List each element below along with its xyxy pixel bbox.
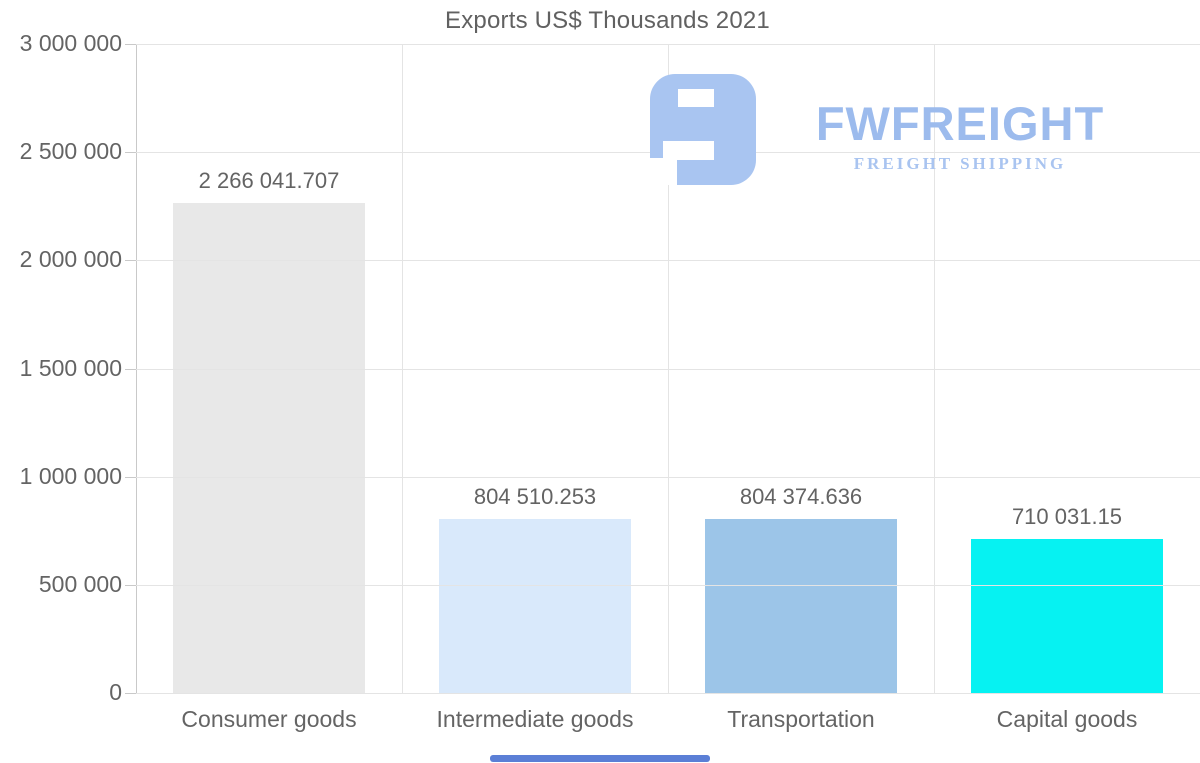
bar-value-label-transportation: 804 374.636 — [739, 484, 863, 509]
x-axis-label-consumer-goods: Consumer goods — [181, 706, 357, 732]
fwfreight-logo-icon — [650, 74, 756, 190]
x-axis-label-capital-goods: Capital goods — [996, 706, 1138, 732]
fwfreight-brand-text: FWFREIGHT — [815, 97, 1105, 150]
y-axis-tick-label: 1 000 000 — [19, 462, 122, 489]
y-gridline — [136, 693, 1200, 694]
y-axis-tick-label: 0 — [109, 679, 122, 705]
y-axis-tick-label: 2 000 000 — [19, 246, 122, 273]
y-gridline — [136, 44, 1200, 45]
y-axis-tick-label: 1 500 000 — [19, 354, 122, 381]
y-axis-tick — [125, 44, 136, 45]
bar-consumer-goods[interactable] — [173, 203, 365, 693]
y-gridline — [136, 476, 1200, 478]
y-gridline — [136, 260, 1200, 262]
y-gridline — [136, 584, 1200, 586]
fwfreight-tagline: FREIGHT SHIPPING — [853, 154, 1067, 173]
x-axis-label-transportation: Transportation — [727, 706, 875, 732]
fwfreight-watermark: FWFREIGHT FREIGHT SHIPPING — [650, 72, 1150, 187]
bar-value-label-consumer-goods: 2 266 041.707 — [198, 168, 340, 193]
bar-capital-goods[interactable] — [971, 539, 1163, 693]
y-axis-tick — [125, 368, 136, 370]
y-axis-tick-label: 2 500 000 — [19, 138, 122, 165]
chart-title: Exports US$ Thousands 2021 — [445, 7, 770, 34]
bar-value-label-capital-goods: 710 031.15 — [1011, 504, 1123, 529]
horizontal-scrollbar-thumb[interactable] — [490, 755, 710, 762]
y-axis-tick — [125, 260, 136, 262]
y-axis-tick — [125, 476, 136, 478]
y-axis-tick-label: 500 000 — [38, 570, 122, 597]
bar-value-label-intermediate-goods: 804 510.253 — [473, 484, 597, 509]
bar-intermediate-goods[interactable] — [439, 519, 631, 693]
y-axis-tick — [125, 693, 136, 694]
x-axis-label-intermediate-goods: Intermediate goods — [436, 706, 634, 732]
y-axis-tick-label: 3 000 000 — [19, 30, 122, 56]
y-axis-tick — [125, 584, 136, 586]
y-axis-tick — [125, 152, 136, 154]
y-gridline — [136, 368, 1200, 370]
bar-transportation[interactable] — [705, 519, 897, 693]
